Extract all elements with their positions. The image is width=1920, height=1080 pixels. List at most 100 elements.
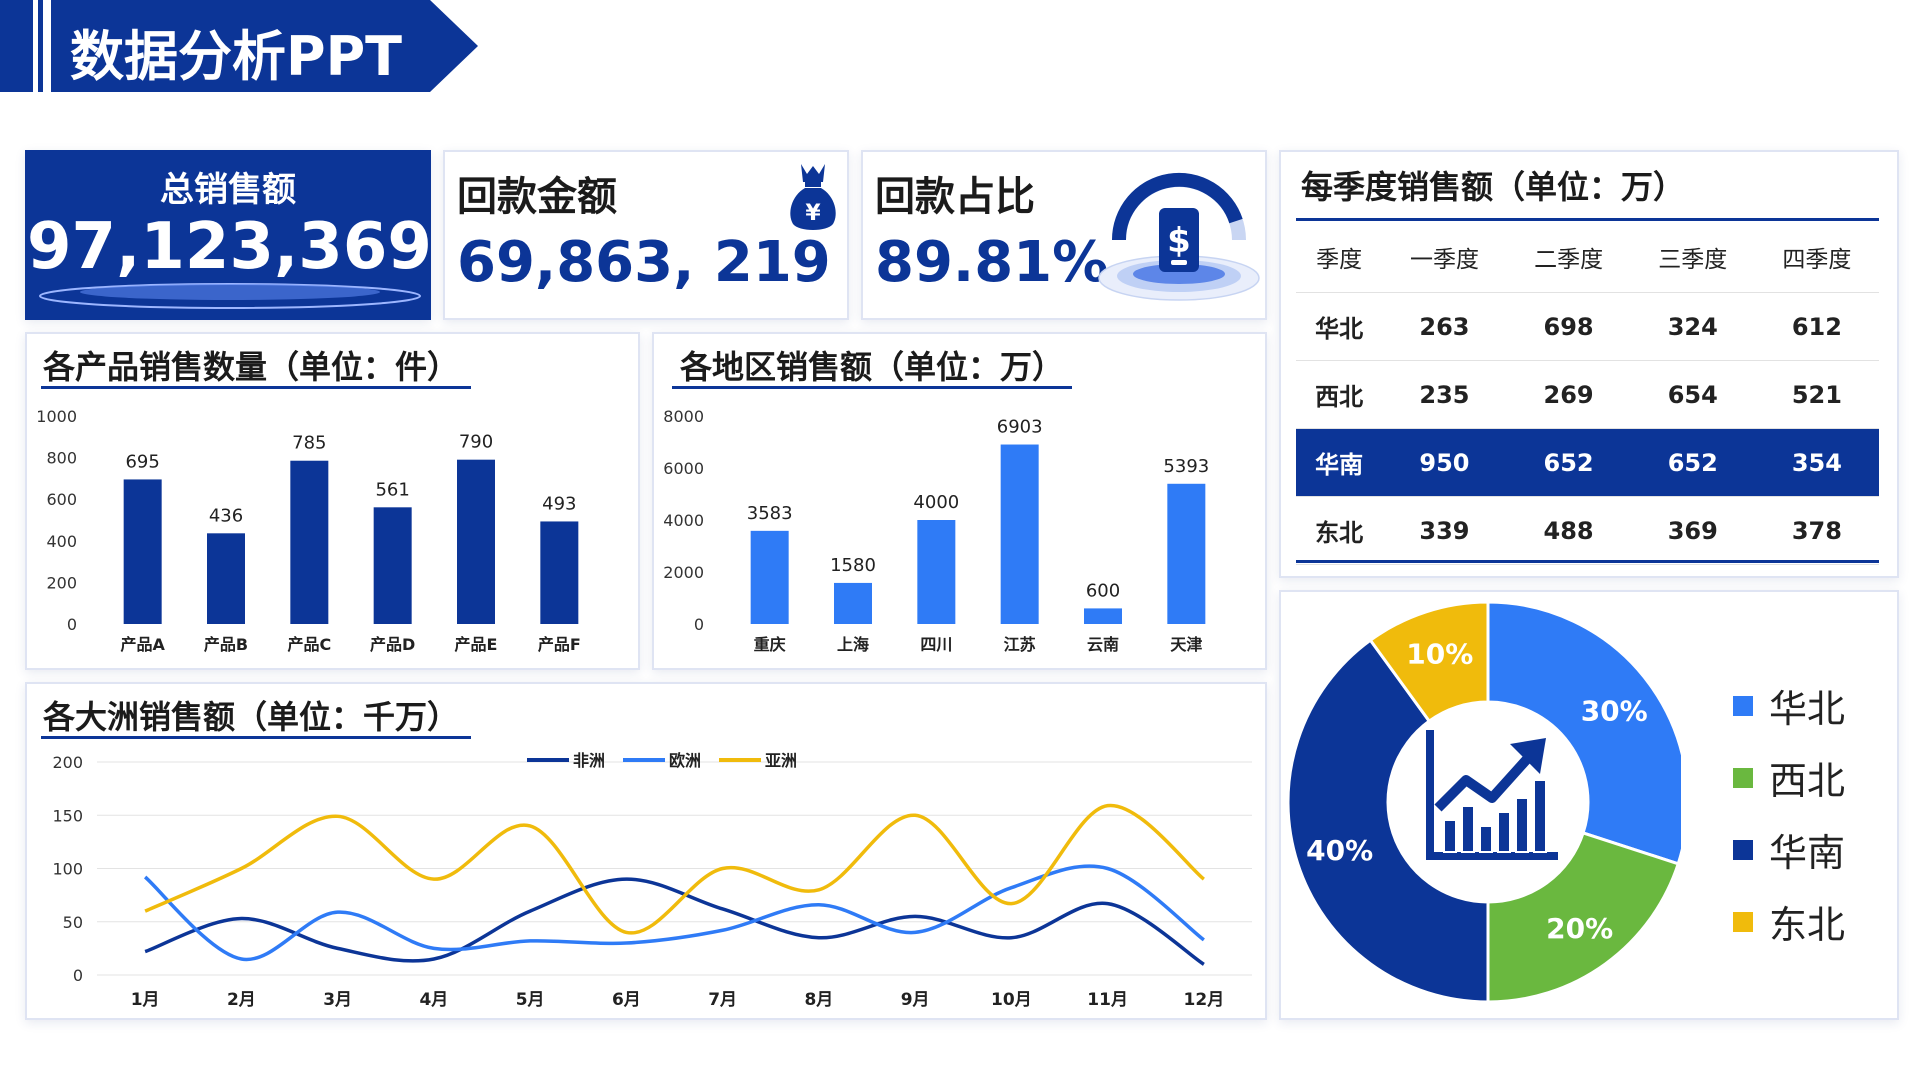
y-tick-label: 8000	[663, 407, 704, 426]
x-tick-label: 重庆	[754, 635, 786, 654]
bar	[834, 582, 872, 624]
x-tick-label: 产品A	[120, 635, 165, 654]
y-tick-label: 0	[67, 615, 77, 634]
bar	[540, 521, 579, 624]
quarterly-table-bottom-line	[1296, 560, 1879, 563]
legend-label: 非洲	[573, 751, 605, 770]
bar	[373, 507, 412, 624]
legend-item: 东北	[1733, 894, 1845, 949]
y-tick-label: 100	[52, 860, 83, 879]
x-tick-label: 11月	[1087, 990, 1128, 1010]
table-cell: 488	[1506, 496, 1631, 565]
legend-label: 亚洲	[765, 751, 797, 770]
x-tick-label: 产品C	[287, 635, 331, 654]
bar	[1084, 608, 1122, 624]
products-bar-chart: 0 200 400 600 800 1000 695 产品A 436 产品B 785 产品C 561 产品…	[36, 407, 581, 654]
table-header-cell: 四季度	[1754, 222, 1879, 293]
donut-slice-label: 40%	[1306, 834, 1373, 867]
legend-swatch	[1733, 911, 1753, 932]
legend-label: 欧洲	[669, 751, 701, 770]
bar	[1000, 444, 1039, 624]
bar-value-label: 436	[209, 505, 243, 526]
table-row: 东北 339 488 369 378	[1296, 496, 1879, 565]
bar	[123, 479, 162, 624]
y-tick-label: 200	[52, 753, 83, 772]
kpi-total-sales-label: 总销售额	[160, 170, 296, 210]
table-header-cell: 二季度	[1506, 222, 1631, 293]
bar-value-label: 3583	[747, 503, 793, 524]
y-tick-label: 400	[46, 532, 77, 551]
quarterly-table-title-underline	[1296, 218, 1879, 221]
series-line	[143, 864, 1205, 962]
donut-slice	[1368, 600, 1490, 724]
legend-swatch	[1733, 767, 1753, 788]
y-tick-label: 6000	[663, 459, 704, 478]
table-cell: 324	[1630, 292, 1755, 361]
legend-swatch	[1733, 695, 1753, 716]
y-tick-label: 1000	[36, 407, 77, 426]
table-cell: 西北	[1296, 360, 1383, 429]
growth-chart-icon	[1426, 730, 1558, 860]
x-tick-label: 7月	[708, 990, 737, 1010]
bar	[457, 459, 495, 624]
table-header-cell: 一季度	[1382, 222, 1507, 293]
quarterly-table-title: 每季度销售额（单位：万）	[1301, 168, 1686, 206]
table-cell: 654	[1630, 360, 1755, 429]
bar	[290, 460, 329, 624]
y-tick-label: 200	[46, 573, 77, 592]
table-cell: 378	[1754, 496, 1879, 565]
donut-slice	[1486, 600, 1681, 866]
legend-item: 华北	[1733, 678, 1845, 733]
legend-label: 华北	[1769, 687, 1846, 731]
table-cell: 东北	[1296, 496, 1383, 565]
table-cell: 华北	[1296, 292, 1383, 361]
kpi-ratio-card: 回款占比 89.81% $	[861, 150, 1267, 320]
table-row-highlighted: 华南 950 652 652 354	[1296, 428, 1879, 497]
table-cell: 612	[1754, 292, 1879, 361]
quarterly-table-panel: 每季度销售额（单位：万） 季度 一季度 二季度 三季度 四季度 华北 263 6…	[1279, 150, 1899, 578]
products-chart-title: 各产品销售数量（单位：件）	[43, 348, 460, 386]
x-tick-label: 8月	[804, 990, 833, 1010]
donut-slice-label: 10%	[1406, 638, 1473, 671]
kpi-ratio-label: 回款占比	[875, 174, 1035, 220]
legend-item: 华南	[1733, 822, 1845, 877]
x-tick-label: 产品B	[204, 635, 248, 654]
table-cell: 339	[1382, 496, 1507, 565]
x-tick-label: 2月	[227, 990, 256, 1010]
legend-swatch	[1733, 839, 1753, 860]
table-header-cell: 季度	[1296, 222, 1383, 293]
bar-value-label: 4000	[913, 492, 959, 513]
bar-value-label: 785	[292, 433, 326, 454]
bar-value-label: 493	[542, 493, 576, 514]
table-header-cell: 三季度	[1630, 222, 1755, 293]
y-tick-label: 0	[73, 966, 83, 985]
table-cell: 369	[1630, 496, 1755, 565]
continents-chart-title-underline	[41, 736, 471, 739]
x-tick-label: 产品F	[538, 635, 581, 654]
bar	[1167, 483, 1206, 624]
x-tick-label: 江苏	[1004, 635, 1036, 654]
regions-chart-title-underline	[672, 386, 1072, 389]
table-cell: 华南	[1296, 428, 1383, 497]
table-cell: 698	[1506, 292, 1631, 361]
continents-chart-title: 各大洲销售额（单位：千万）	[43, 698, 460, 736]
bar-value-label: 6903	[997, 417, 1043, 438]
kpi-total-sales-card: 总销售额 97,123,369	[25, 150, 432, 320]
regions-chart-title: 各地区销售额（单位：万）	[680, 348, 1065, 386]
donut-slice	[1486, 831, 1681, 1004]
page-title: 数据分析PPT	[70, 25, 402, 88]
x-tick-label: 9月	[901, 990, 930, 1010]
svg-text:¥: ¥	[805, 201, 821, 226]
header-banner-shape	[0, 0, 478, 92]
x-tick-label: 12月	[1184, 990, 1225, 1010]
table-cell: 652	[1630, 428, 1755, 497]
dollar-gauge-icon: $	[1098, 172, 1260, 301]
x-tick-label: 天津	[1170, 635, 1202, 654]
x-tick-label: 产品D	[370, 635, 415, 654]
table-cell: 652	[1506, 428, 1631, 497]
x-tick-label: 3月	[323, 990, 352, 1010]
kpi-payback-label: 回款金额	[457, 174, 617, 220]
table-cell: 269	[1506, 360, 1631, 429]
y-tick-label: 800	[46, 449, 77, 468]
x-tick-label: 云南	[1087, 635, 1119, 654]
